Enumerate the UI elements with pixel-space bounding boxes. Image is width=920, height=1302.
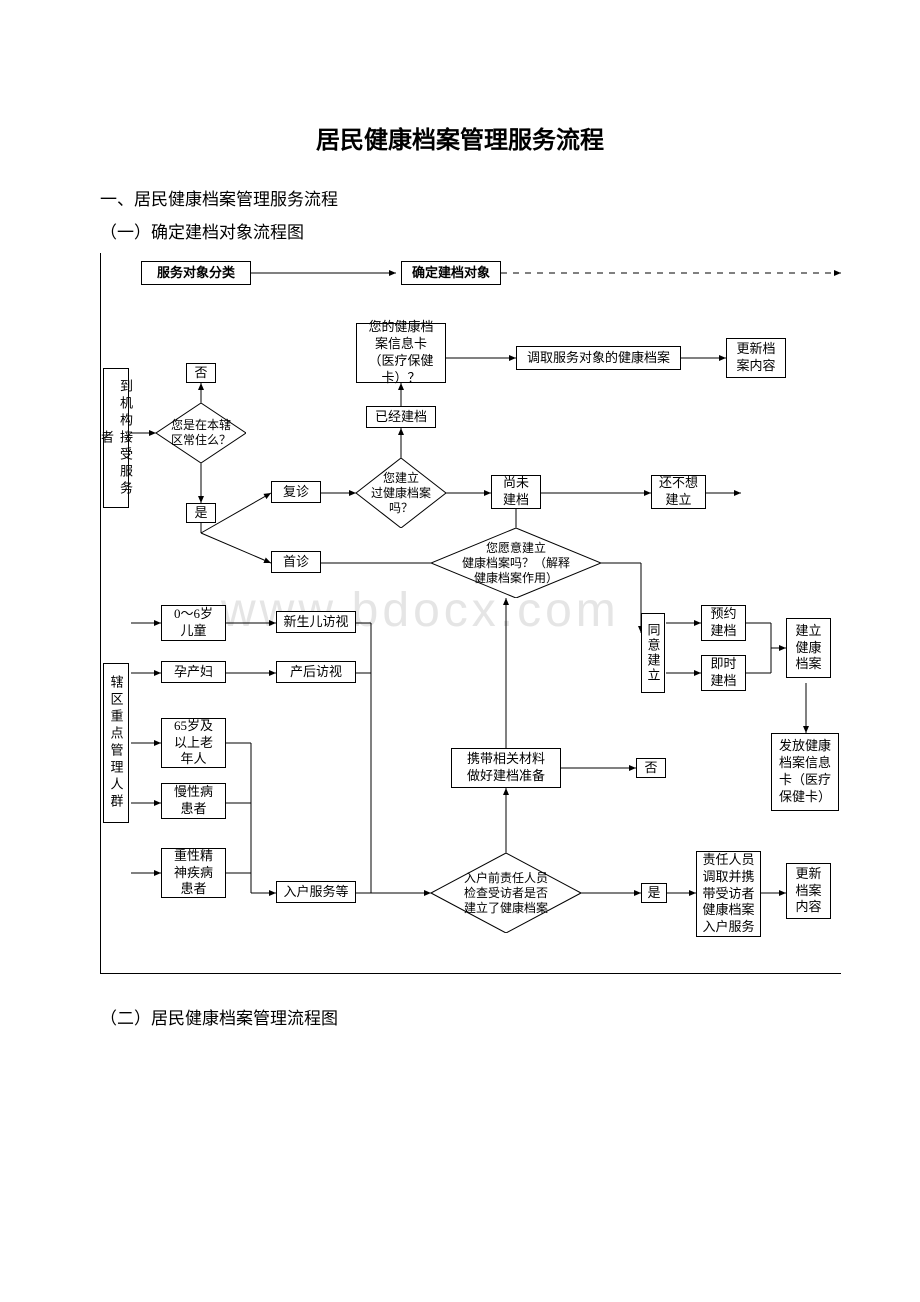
node-yes2: 是 bbox=[641, 883, 667, 903]
flowchart-1: www.bdocx.com bbox=[100, 253, 841, 974]
node-now: 即时建档 bbox=[701, 655, 746, 691]
node-mental: 重性精神疾病患者 bbox=[161, 848, 226, 898]
node-staff: 责任人员调取并携带受访者健康档案入户服务 bbox=[696, 851, 761, 937]
node-classify: 服务对象分类 bbox=[141, 261, 251, 285]
node-prepare: 携带相关材料做好建档准备 bbox=[451, 748, 561, 788]
section-heading-1: 一、居民健康档案管理服务流程 bbox=[100, 185, 860, 210]
page-title: 居民健康档案管理服务流程 bbox=[60, 120, 860, 155]
node-postnatal: 产后访视 bbox=[276, 661, 356, 683]
node-notyet: 尚未建档 bbox=[491, 475, 541, 509]
node-chronic: 慢性病患者 bbox=[161, 783, 226, 819]
decision-willing: 您愿意建立健康档案吗？（解释健康档案作用） bbox=[431, 528, 601, 598]
node-keygroups: 辖区重点管理人群 bbox=[103, 663, 129, 823]
node-appoint: 预约建档 bbox=[701, 605, 746, 641]
node-revisit: 复诊 bbox=[271, 481, 321, 503]
node-agree: 同意建立 bbox=[641, 613, 665, 693]
decision-resident: 您是在本辖区常住么？ bbox=[156, 403, 246, 463]
node-no: 否 bbox=[186, 363, 216, 383]
node-nowant: 还不想建立 bbox=[651, 475, 706, 509]
node-card: 您的健康档案信息卡（医疗保健卡）？ bbox=[356, 323, 446, 383]
node-children: 0～6岁儿童 bbox=[161, 605, 226, 641]
node-pregnant: 孕产妇 bbox=[161, 661, 226, 683]
node-home: 入户服务等 bbox=[276, 881, 356, 903]
node-yes: 是 bbox=[186, 503, 216, 523]
section-heading-1b: （二）居民健康档案管理流程图 bbox=[100, 1004, 860, 1029]
decision-precheck: 入户前责任人员检查受访者是否建立了健康档案 bbox=[431, 853, 581, 933]
node-create: 建立健康档案 bbox=[786, 618, 831, 678]
section-heading-1a: （一）确定建档对象流程图 bbox=[100, 218, 860, 243]
node-no2: 否 bbox=[636, 758, 666, 778]
node-newborn: 新生儿访视 bbox=[276, 611, 356, 633]
node-determine: 确定建档对象 bbox=[401, 261, 501, 285]
node-filed: 已经建档 bbox=[366, 406, 436, 428]
node-update: 更新档案内容 bbox=[726, 338, 786, 378]
node-update2: 更新档案内容 bbox=[786, 863, 831, 919]
node-first: 首诊 bbox=[271, 551, 321, 573]
node-issue: 发放健康档案信息卡（医疗保健卡） bbox=[771, 733, 839, 811]
node-elderly: 65岁及以上老年人 bbox=[161, 718, 226, 768]
decision-hasfile: 您建立过健康档案吗？ bbox=[356, 458, 446, 528]
node-visitors: 到机构接受服务者 bbox=[103, 368, 129, 508]
node-retrieve: 调取服务对象的健康档案 bbox=[516, 346, 681, 370]
